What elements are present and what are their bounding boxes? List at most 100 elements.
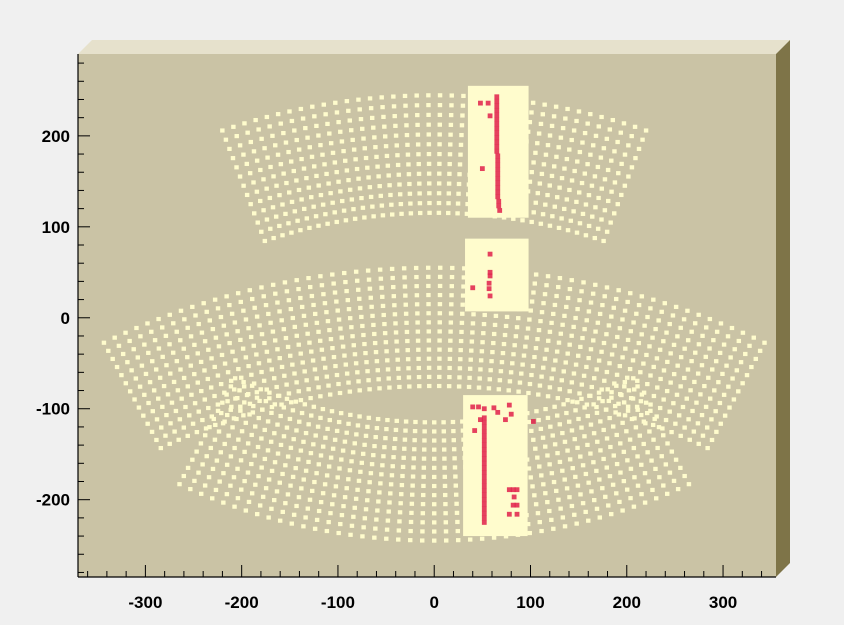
detector-cell [577, 221, 583, 226]
detector-cell [536, 328, 542, 333]
detector-cell [454, 510, 460, 515]
detector-cell [550, 214, 555, 219]
detector-cell [394, 348, 400, 353]
detector-cell [537, 383, 543, 388]
detector-cell [535, 337, 540, 342]
detector-cell [247, 288, 253, 293]
detector-cell [576, 353, 581, 358]
detector-cell [426, 365, 432, 370]
detector-cell [749, 364, 754, 370]
detector-cell [415, 329, 421, 334]
detector-cell [660, 426, 665, 431]
detector-cell [263, 486, 269, 491]
detector-cell [294, 333, 299, 338]
detector-cell [309, 349, 314, 354]
detector-cell [437, 161, 442, 166]
detector-cell [258, 167, 263, 173]
detector-cell [567, 187, 572, 193]
detector-cell [185, 465, 191, 470]
detector-cell [368, 295, 373, 300]
detector-cell [195, 380, 200, 385]
hit-marker [487, 113, 493, 119]
detector-cell [267, 358, 272, 363]
detector-cell [707, 396, 713, 401]
detector-cell [569, 278, 574, 283]
detector-cell [290, 408, 296, 413]
detector-cell [338, 189, 343, 194]
detector-cell [631, 445, 637, 451]
detector-cell [453, 474, 458, 479]
detector-cell [268, 320, 273, 325]
hit-marker [481, 501, 487, 507]
detector-cell [513, 334, 519, 339]
detector-cell [320, 152, 325, 157]
detector-cell [369, 115, 375, 120]
detector-cell [286, 221, 291, 226]
hit-marker [496, 203, 502, 209]
detector-cell [125, 360, 130, 365]
detector-cell [312, 479, 317, 485]
detector-cell [616, 401, 621, 406]
detector-cell [208, 445, 214, 451]
hit-marker [495, 167, 501, 172]
detector-cell [230, 425, 235, 430]
detector-cell [396, 172, 402, 177]
detector-cell [448, 311, 454, 316]
detector-cell [542, 356, 548, 361]
detector-cell [572, 168, 577, 174]
detector-cell [740, 381, 745, 386]
detector-cell [158, 445, 164, 451]
detector-cell [348, 532, 353, 537]
detector-cell [322, 301, 328, 306]
detector-cell [415, 132, 421, 137]
detector-cell [311, 204, 316, 209]
detector-cell [372, 331, 377, 337]
detector-cell [552, 302, 558, 308]
detector-cell [188, 334, 194, 339]
detector-cell [204, 454, 209, 459]
detector-cell [736, 389, 741, 394]
detector-cell [627, 366, 633, 372]
detector-cell [604, 285, 610, 290]
detector-cell [224, 462, 230, 467]
detector-cell [582, 434, 587, 439]
detector-cell [172, 429, 177, 434]
detector-cell [654, 356, 660, 361]
detector-cell [442, 474, 448, 479]
detector-cell [724, 363, 729, 368]
detector-cell [392, 436, 398, 442]
detector-cell [602, 294, 607, 299]
detector-cell [409, 501, 415, 506]
detector-cell [330, 502, 335, 507]
detector-cell [206, 347, 211, 352]
hit-marker [494, 94, 500, 100]
detector-cell [667, 470, 673, 475]
detector-cell [289, 118, 295, 124]
detector-cell [425, 265, 431, 270]
detector-cell [306, 387, 311, 392]
detector-cell [616, 171, 621, 176]
detector-cell [355, 487, 360, 492]
detector-cell [330, 446, 336, 451]
detector-cell [405, 338, 410, 344]
detector-cell [256, 474, 261, 479]
detector-cell [497, 378, 503, 383]
hit-marker [494, 98, 500, 104]
detector-cell [458, 348, 463, 353]
detector-cell [369, 462, 375, 467]
detector-cell [416, 152, 421, 157]
detector-cell [353, 157, 358, 162]
detector-cell [545, 415, 551, 420]
detector-cell [344, 99, 350, 104]
detector-cell [641, 361, 646, 366]
detector-cell [639, 492, 644, 497]
detector-cell [532, 354, 537, 360]
detector-cell [574, 199, 579, 204]
detector-cell [408, 538, 413, 543]
detector-cell [288, 307, 294, 312]
detector-cell [382, 124, 387, 129]
detector-cell [352, 216, 358, 221]
detector-cell [572, 512, 577, 517]
detector-cell [394, 339, 399, 344]
detector-cell [635, 378, 640, 383]
